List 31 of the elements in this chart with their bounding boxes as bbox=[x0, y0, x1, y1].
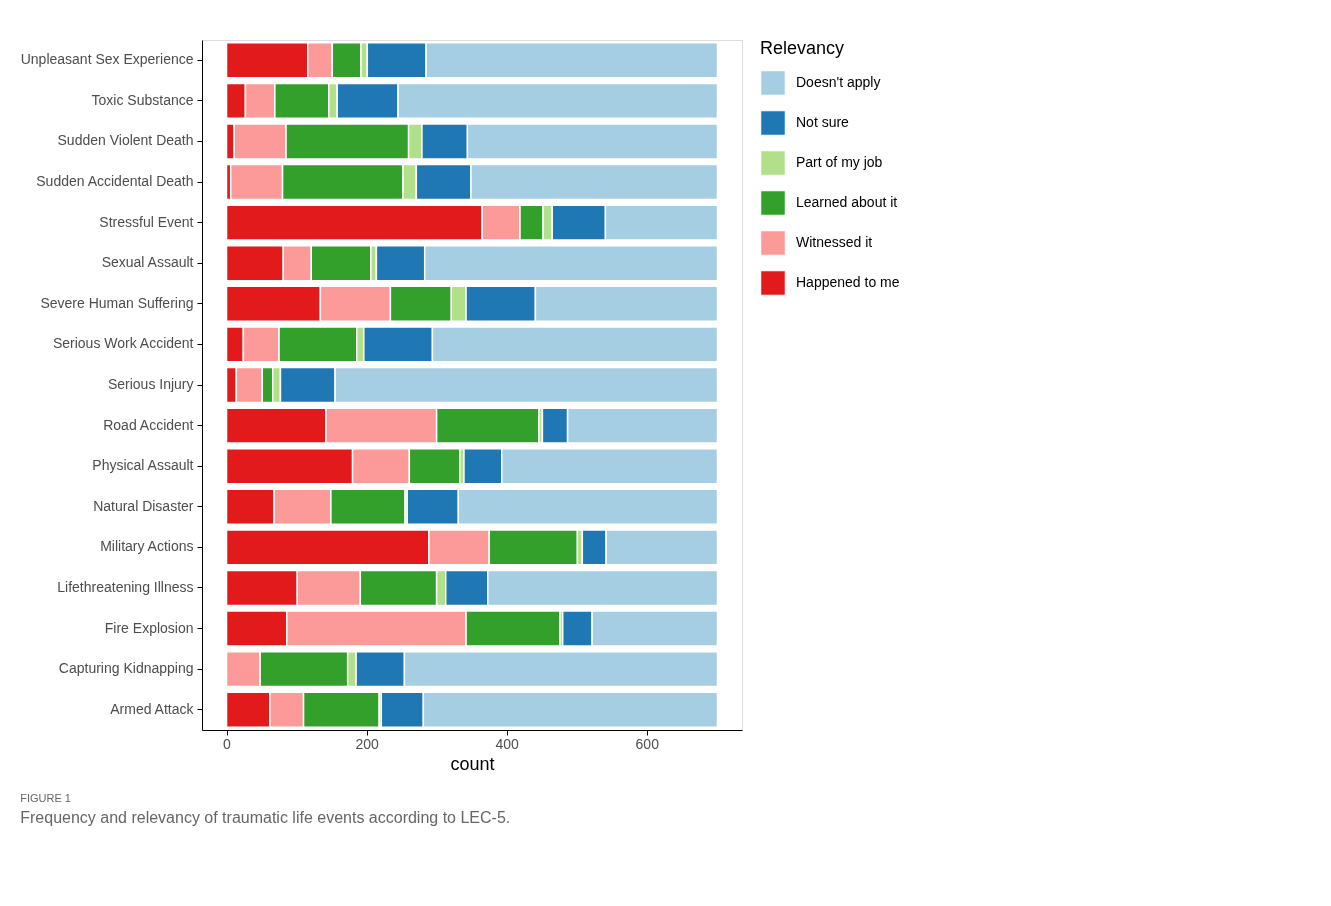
y-tick-label: Fire Explosion bbox=[104, 619, 194, 636]
legend-label: Doesn't apply bbox=[796, 74, 881, 90]
legend-label: Not sure bbox=[796, 114, 850, 130]
y-tick-label: Toxic Substance bbox=[91, 91, 194, 108]
text: Frequency and relevancy of traumatic life events according to LEC-5. bbox=[20, 809, 511, 826]
y-tick-label: Severe Human Suffering bbox=[40, 294, 194, 311]
x-tick-label: 200 bbox=[355, 735, 379, 752]
y-tick-label: Natural Disaster bbox=[93, 497, 194, 514]
caption: FIGURE 1 bbox=[20, 792, 71, 804]
y-tick-label: Serious Work Accident bbox=[52, 335, 194, 352]
y-tick-label: Road Accident bbox=[103, 416, 194, 433]
y-tick-label: Sexual Assault bbox=[101, 254, 194, 271]
legend-label: Witnessed it bbox=[796, 234, 873, 250]
x-tick-label: 0 bbox=[223, 735, 232, 752]
y-tick-label: Sudden Accidental Death bbox=[36, 173, 194, 190]
y-tick-label: Sudden Violent Death bbox=[57, 132, 194, 149]
y-tick-label: Military Actions bbox=[100, 538, 194, 555]
y-tick-label: Physical Assault bbox=[92, 457, 194, 474]
y-tick-label: Capturing Kidnapping bbox=[58, 660, 194, 677]
x-axis-title: count bbox=[450, 753, 495, 774]
y-tick-label: Armed Attack bbox=[110, 700, 195, 717]
legend-title: Relevancy bbox=[760, 38, 845, 58]
y-tick-label: Unpleasant Sex Experience bbox=[20, 51, 194, 68]
x-tick-label: 600 bbox=[635, 735, 660, 752]
legend-label: Part of my job bbox=[796, 154, 883, 170]
y-tick-label: Serious Injury bbox=[107, 376, 194, 392]
x-tick-label: 400 bbox=[495, 735, 520, 752]
y-tick-label: Stressful Event bbox=[99, 213, 194, 230]
legend-label: Learned about it bbox=[796, 194, 898, 210]
legend-label: Happened to me bbox=[796, 274, 900, 290]
y-tick-label: Lifethreatening Illness bbox=[57, 578, 194, 595]
